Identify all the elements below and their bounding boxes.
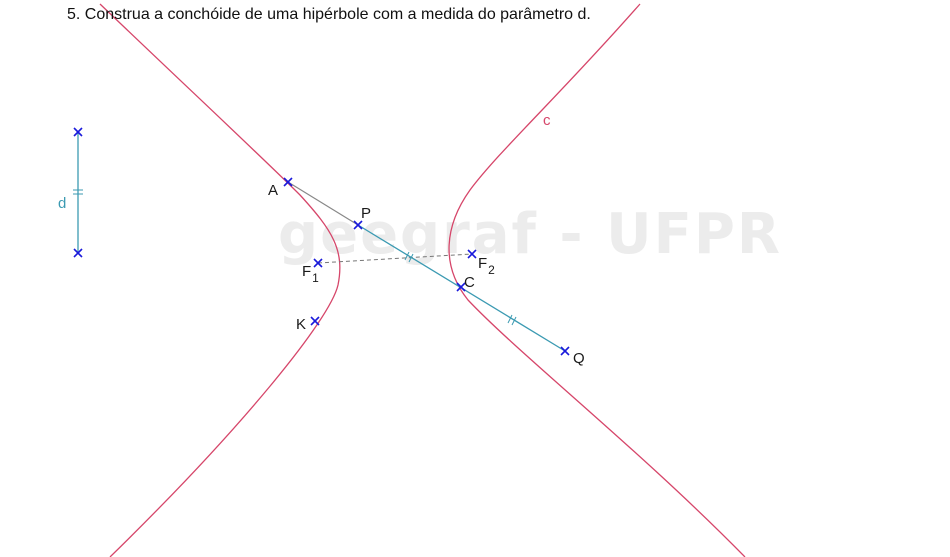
label-k: K bbox=[296, 316, 306, 333]
point-k[interactable] bbox=[310, 316, 320, 326]
double-tick-icon bbox=[507, 314, 517, 326]
watermark: geegraf - UFPR bbox=[278, 202, 783, 267]
exercise-title: 5. Construa a conchóide de uma hipérbole… bbox=[67, 6, 591, 23]
point-a[interactable] bbox=[283, 177, 293, 187]
point-f2[interactable] bbox=[467, 249, 477, 259]
point-f1[interactable] bbox=[313, 258, 323, 268]
focal-dashed-segment bbox=[317, 253, 473, 264]
point-d-bottom[interactable] bbox=[73, 248, 83, 258]
point-c[interactable] bbox=[456, 282, 466, 292]
label-c: C bbox=[464, 274, 475, 291]
hyperbola-left-branch bbox=[99, 3, 341, 557]
segment-a-p bbox=[287, 181, 359, 226]
point-p[interactable] bbox=[353, 220, 363, 230]
point-q[interactable] bbox=[560, 346, 570, 356]
double-tick-icon bbox=[73, 189, 83, 195]
label-d: d bbox=[58, 195, 66, 212]
label-a: A bbox=[268, 182, 278, 199]
label-f2: F2 bbox=[478, 255, 495, 277]
label-c-curve: c bbox=[543, 112, 551, 129]
label-f1: F1 bbox=[302, 263, 319, 285]
double-tick-icon bbox=[404, 251, 414, 263]
point-d-top[interactable] bbox=[73, 127, 83, 137]
label-p: P bbox=[361, 205, 371, 222]
hyperbola-right-branch bbox=[448, 3, 746, 557]
label-q: Q bbox=[573, 350, 585, 367]
